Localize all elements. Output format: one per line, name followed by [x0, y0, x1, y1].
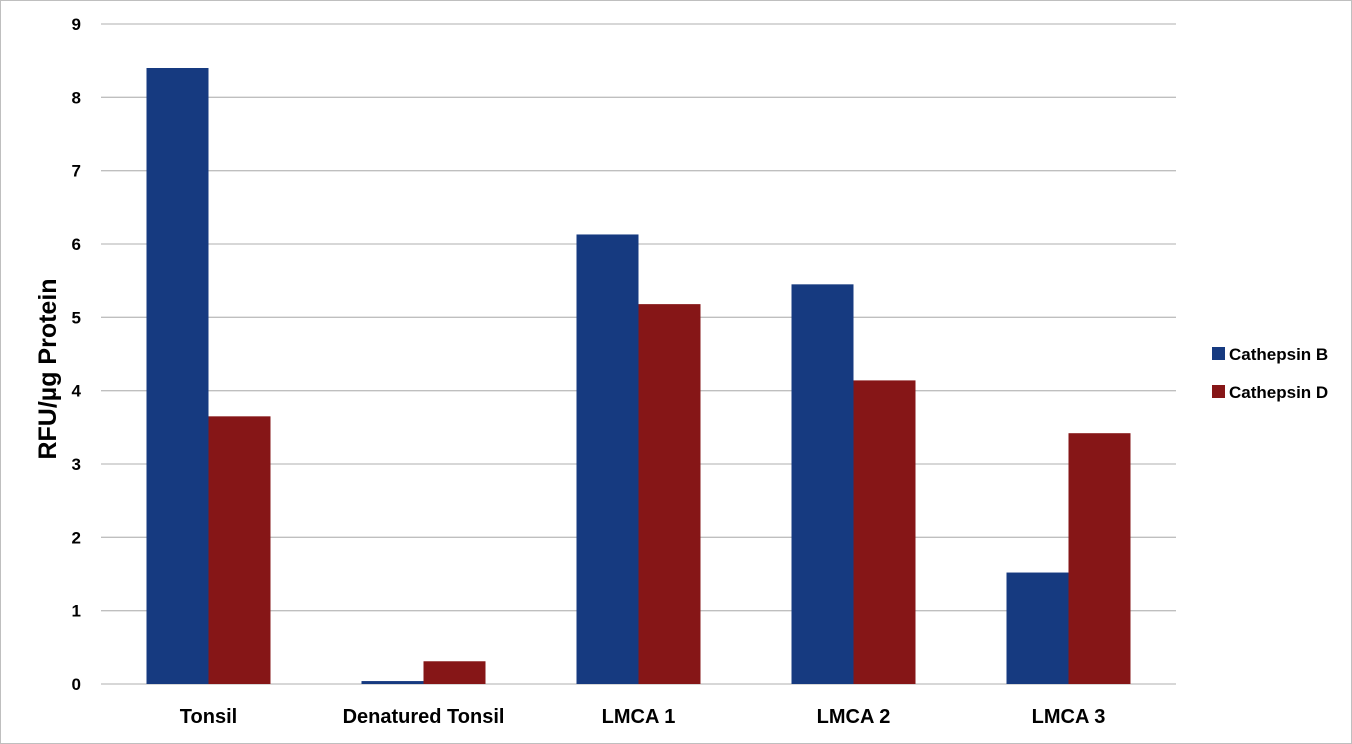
- x-category-label: Denatured Tonsil: [343, 706, 505, 728]
- bar-cathepsin-b: [146, 68, 209, 684]
- bars: [146, 68, 1131, 684]
- x-category-label: LMCA 3: [1032, 706, 1106, 728]
- legend: Cathepsin B Cathepsin D: [1212, 345, 1328, 402]
- y-axis-title: RFU/µg Protein: [34, 278, 62, 459]
- y-tick-label: 9: [72, 15, 81, 34]
- y-tick-label: 3: [72, 455, 81, 474]
- y-tick-label: 0: [72, 675, 81, 694]
- x-category-label: LMCA 1: [602, 706, 676, 728]
- bar-cathepsin-d: [1068, 433, 1131, 684]
- x-category-label: LMCA 2: [817, 706, 891, 728]
- bar-cathepsin-d: [208, 416, 271, 684]
- bar-cathepsin-d: [853, 380, 916, 684]
- y-tick-label: 1: [72, 602, 81, 621]
- bar-cathepsin-b: [361, 681, 424, 684]
- bar-cathepsin-d: [638, 304, 701, 684]
- legend-label: Cathepsin B: [1229, 345, 1328, 364]
- bar-cathepsin-b: [1006, 572, 1069, 684]
- legend-swatch: [1212, 385, 1225, 398]
- y-tick-label: 6: [72, 235, 81, 254]
- y-axis-ticks: 0 1 2 3 4 5 6 7 8 9: [72, 15, 82, 694]
- bar-cathepsin-d: [423, 661, 486, 684]
- y-tick-label: 7: [72, 162, 81, 181]
- bar-cathepsin-b: [576, 234, 639, 684]
- x-axis-categories: Tonsil Denatured Tonsil LMCA 1 LMCA 2 LMCA 3: [180, 706, 1106, 728]
- x-category-label: Tonsil: [180, 706, 237, 728]
- y-tick-label: 4: [72, 382, 82, 401]
- legend-label: Cathepsin D: [1229, 383, 1328, 402]
- y-tick-label: 5: [72, 308, 81, 327]
- legend-swatch: [1212, 347, 1225, 360]
- bar-cathepsin-b: [791, 284, 854, 684]
- y-tick-label: 2: [72, 528, 81, 547]
- y-tick-label: 8: [72, 88, 81, 107]
